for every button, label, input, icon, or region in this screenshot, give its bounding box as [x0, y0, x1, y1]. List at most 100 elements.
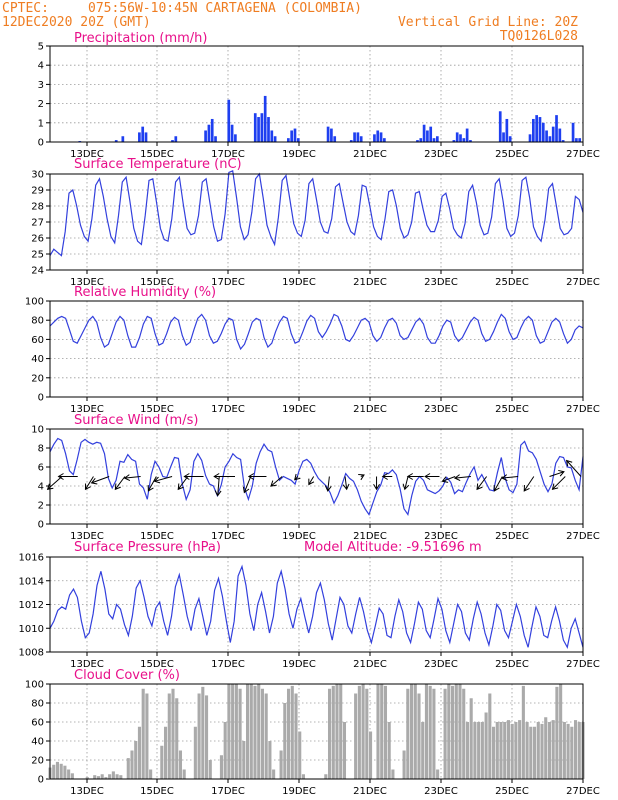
cloud-bar: [279, 750, 283, 779]
precip-xtick-label: 15DEC: [140, 149, 174, 160]
humidity-xtick-label: 17DEC: [211, 404, 245, 415]
precip-bar: [121, 136, 125, 142]
cloud-xtick-label: 15DEC: [140, 786, 174, 797]
cloud-bar: [525, 722, 529, 779]
humidity-title: Relative Humidity (%): [74, 285, 216, 300]
header-run-time: 12DEC2020 20Z (GMT): [2, 15, 151, 30]
wind-ytick-label: 4: [38, 482, 44, 493]
precip-bar: [333, 136, 337, 142]
precip-bar: [548, 136, 552, 142]
wind-ytick-label: 2: [38, 501, 44, 512]
pressure-xtick-label: 23DEC: [424, 659, 458, 670]
cloud-bar: [432, 688, 436, 779]
precip-bar: [227, 99, 231, 142]
temp-ytick-label: 30: [31, 170, 44, 181]
cloud-xtick-label: 23DEC: [424, 786, 458, 797]
cloud-bar: [376, 684, 380, 779]
humidity-ytick-label: 60: [31, 335, 44, 346]
humidity-ytick-label: 20: [31, 373, 44, 384]
precip-ytick-label: 0: [38, 138, 44, 149]
precip-bar: [326, 126, 330, 142]
cloud-bar: [245, 684, 250, 779]
cloud-bar: [443, 688, 447, 779]
temp-series-line: [49, 169, 584, 257]
cloud-bar: [298, 731, 302, 779]
precip-bar: [141, 126, 145, 142]
wind-arrow: [424, 473, 440, 480]
cloud-bar: [521, 685, 525, 779]
wind-arrow: [84, 476, 94, 491]
pressure-ytick-label: 1008: [19, 648, 44, 659]
cloud-bar: [428, 685, 432, 779]
cloud-bar: [544, 717, 548, 779]
wind-ytick-label: 6: [38, 463, 44, 474]
cloud-bar: [63, 765, 67, 779]
pressure-xtick-label: 17DEC: [211, 659, 245, 670]
precip-bar: [263, 95, 267, 142]
cloud-bar: [354, 693, 358, 779]
plots-layer: 0 1 2 3 4 5 13DEC 15DEC 17DEC 19DEC 21DEC 23DEC 25DE…: [19, 42, 600, 798]
temp-ytick-label: 25: [31, 250, 44, 261]
cloud-bar: [193, 726, 197, 779]
cloud-bar: [260, 688, 265, 779]
pressure-ytick-label: 1016: [19, 553, 44, 564]
precip-bar: [383, 138, 386, 142]
precip-bar: [270, 130, 274, 142]
cloud-bar: [163, 726, 168, 779]
cloud-bar: [175, 698, 179, 779]
wind-arrow: [242, 476, 252, 494]
cloud-bar: [264, 693, 268, 779]
cloud-bar: [436, 769, 440, 779]
cloud-bar: [227, 684, 231, 779]
cloud-ytick-label: 20: [31, 756, 44, 767]
precip-bar: [234, 134, 237, 142]
wind-arrow: [549, 469, 565, 477]
precip-bar: [267, 117, 270, 142]
wind-arrow: [153, 476, 173, 484]
cloud-bar: [540, 723, 544, 779]
wind-arrow: [453, 474, 471, 482]
precip-ytick-label: 5: [38, 42, 44, 53]
cloud-bar: [141, 688, 145, 779]
cloud-bar: [417, 693, 421, 779]
cloud-bar: [551, 720, 555, 779]
temp-ytick-label: 24: [31, 266, 44, 277]
pressure-frame: [49, 556, 584, 653]
cloud-bar: [96, 776, 101, 779]
cloud-bar: [547, 722, 552, 779]
cloud-bar: [55, 761, 60, 779]
precip-bar: [531, 118, 535, 142]
wind-ytick-label: 10: [31, 425, 44, 436]
cloud-bar: [510, 723, 514, 779]
precip-xtick-label: 17DEC: [211, 149, 245, 160]
wind-arrow: [247, 473, 267, 480]
cloud-bar: [406, 688, 410, 779]
wind-arrow: [476, 476, 488, 491]
cloud-bar: [286, 688, 291, 779]
wind-arrow: [551, 476, 566, 490]
precip-bar: [171, 140, 174, 142]
wind-arrow: [294, 473, 301, 481]
cloud-bar: [145, 693, 149, 779]
wind-arrow: [114, 476, 126, 491]
cloud-bar: [249, 684, 253, 779]
temp-xtick-label: 13DEC: [70, 277, 104, 288]
humidity-xtick-label: 19DEC: [282, 404, 316, 415]
temp-xtick-label: 17DEC: [211, 277, 245, 288]
cloud-bar: [115, 774, 119, 779]
precip-xtick-label: 13DEC: [70, 149, 104, 160]
cloud-bar: [365, 688, 369, 779]
precip-bar: [273, 136, 277, 142]
pressure-xtick-label: 25DEC: [495, 659, 529, 670]
cloud-bar: [413, 684, 417, 779]
precip-bar: [416, 140, 419, 142]
wind-xtick-label: 25DEC: [495, 531, 529, 542]
precip-bar: [432, 138, 436, 142]
wind-series-line: [49, 437, 584, 517]
cloud-bar: [447, 684, 451, 779]
cloud-bar: [503, 722, 507, 779]
wind-arrow: [402, 476, 410, 491]
precip-bar: [571, 122, 575, 142]
precip-bar: [505, 118, 509, 142]
